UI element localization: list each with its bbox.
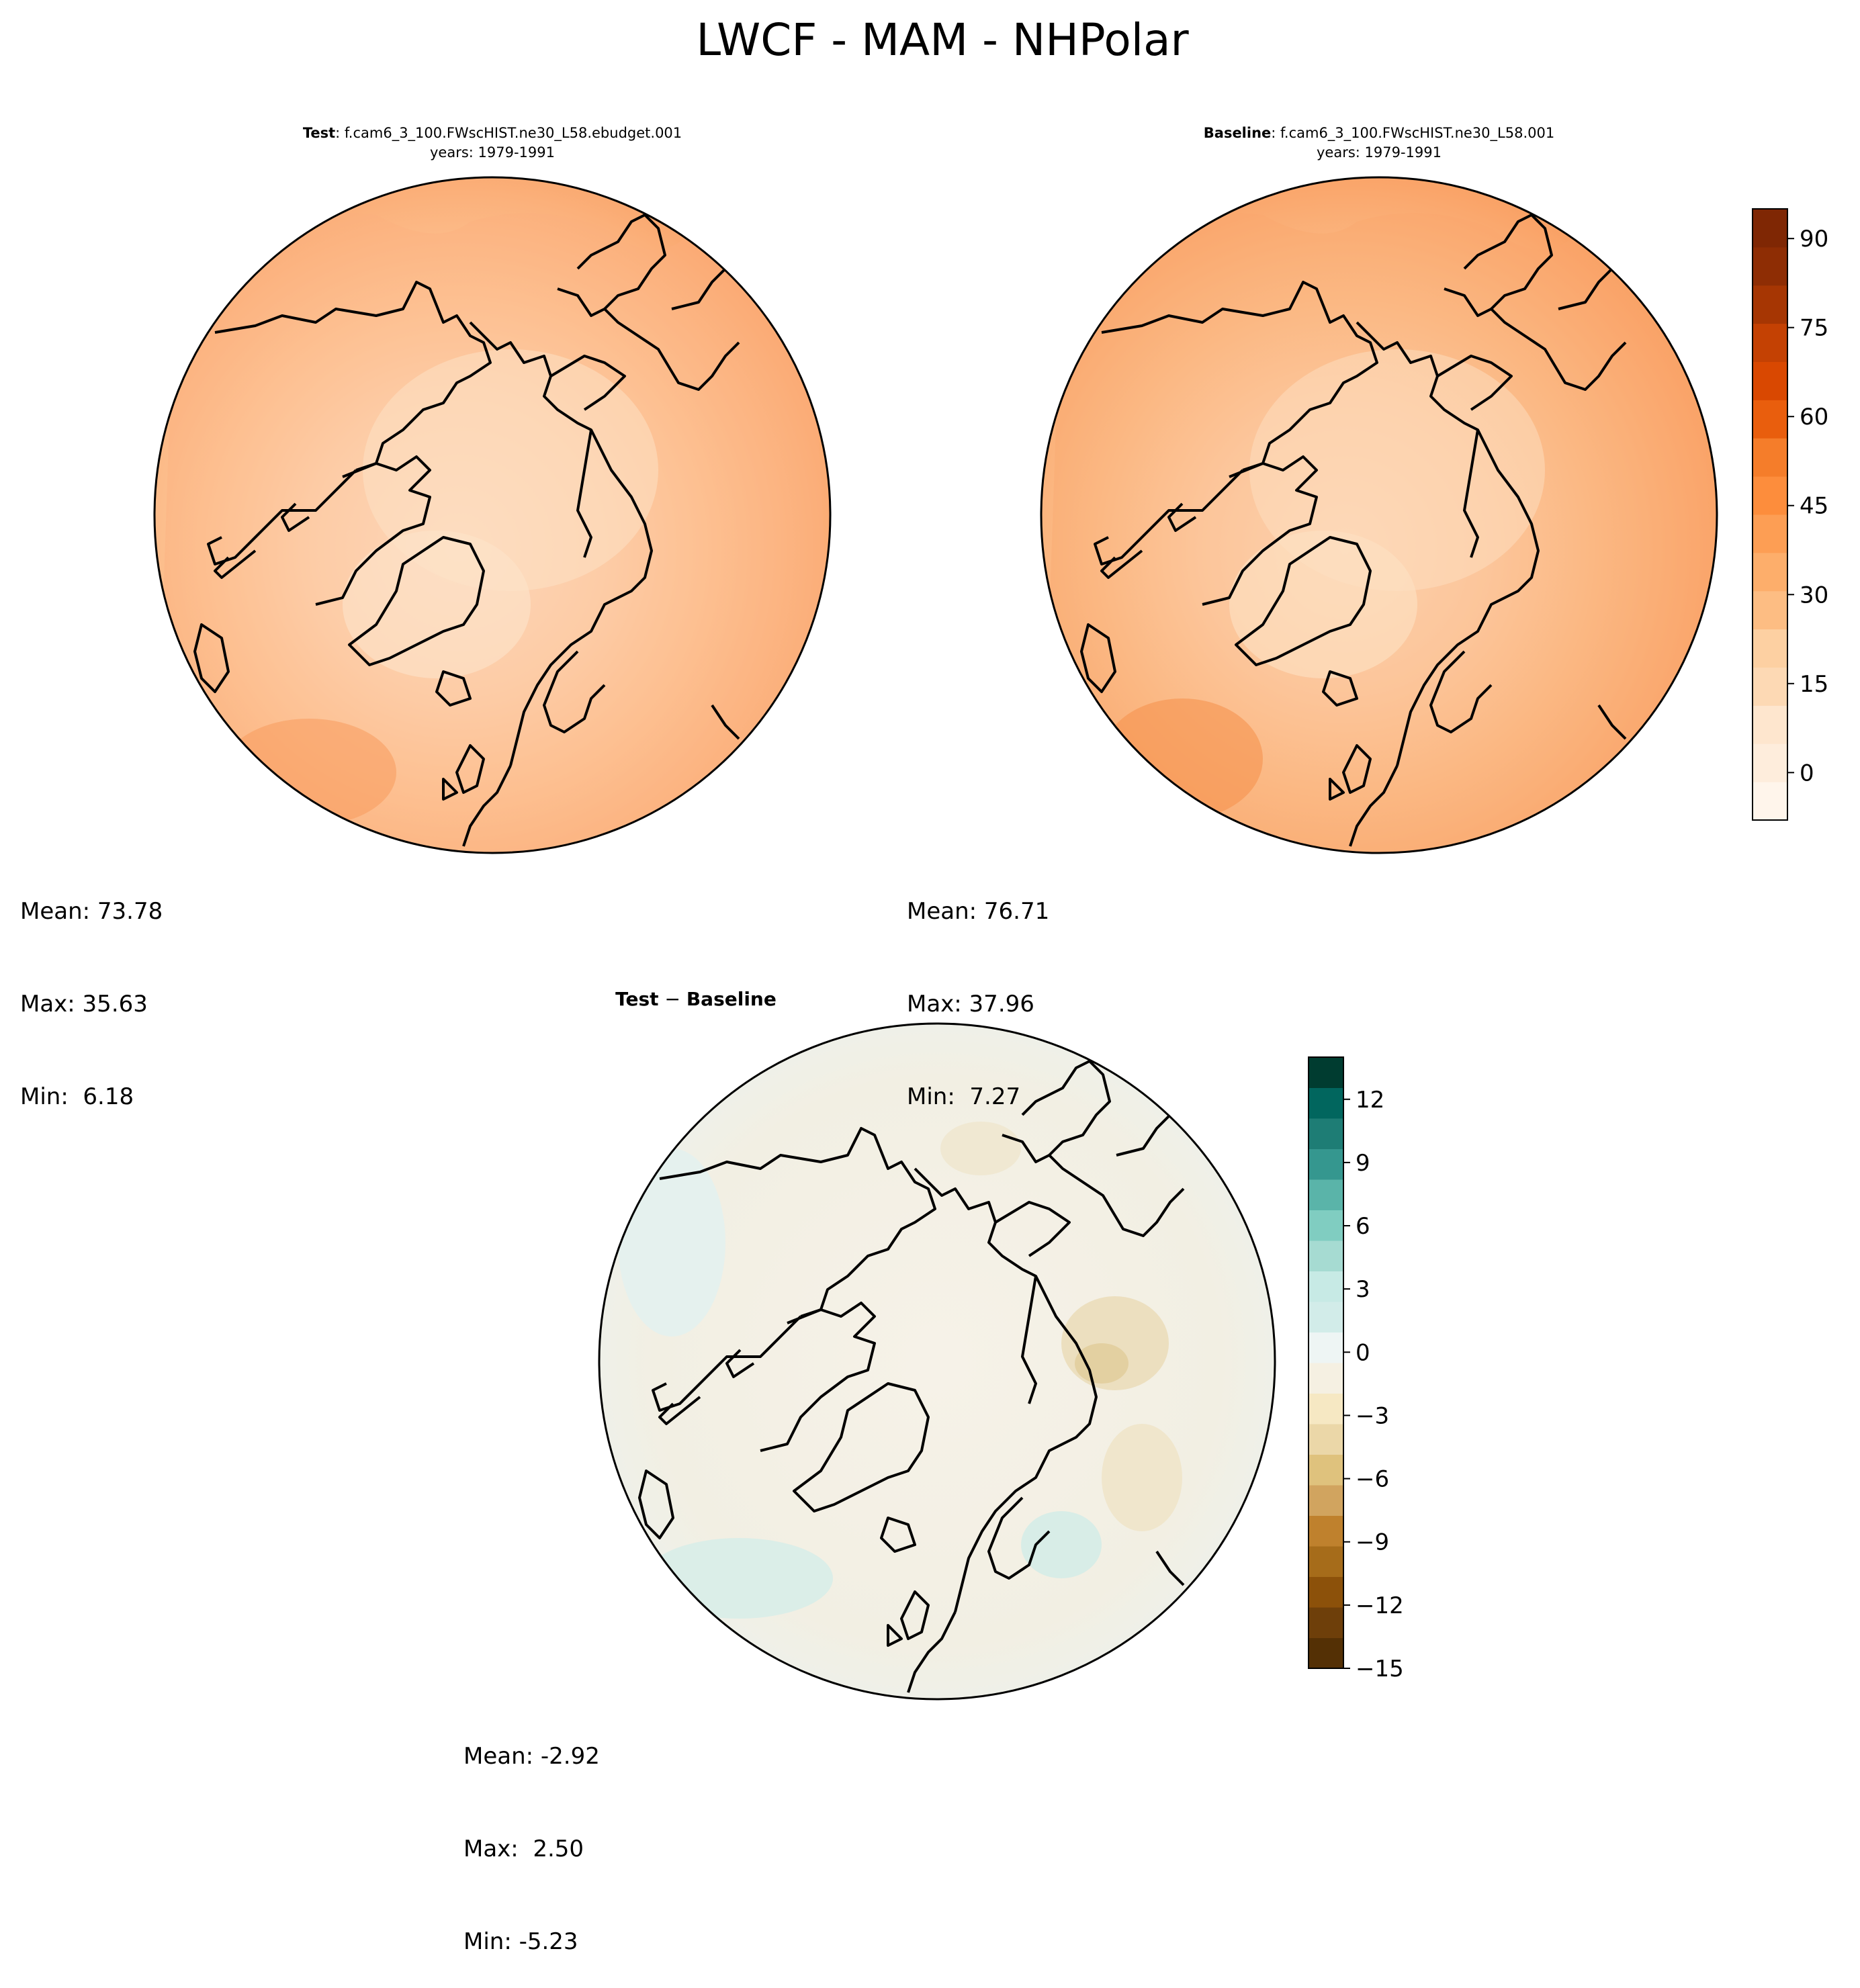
test-stat-mean: Mean: 73.78 [20,898,163,925]
baseline-map [1041,177,1717,853]
test-case: : f.cam6_3_100.FWscHIST.ne30_L58.ebudget… [335,125,682,142]
baseline-stats: Mean: 76.71 Max: 37.96 Min: 7.27 [907,834,1049,1143]
colorbar-diff-segment [1309,1210,1343,1241]
baseline-coastlines [1080,214,1666,847]
baseline-case: : f.cam6_3_100.FWscHIST.ne30_L58.001 [1271,125,1554,142]
diff-map [599,1024,1275,1699]
colorbar-top-segment [1753,514,1787,553]
diff-label-test: Test [615,988,658,1010]
colorbar-top-tick-label: 45 [1800,493,1828,520]
colorbar-diff-tick-label: −12 [1356,1592,1404,1619]
figure: LWCF - MAM - NHPolar Test: f.cam6_3_100.… [153,14,1828,1701]
baseline-stat-mean: Mean: 76.71 [907,898,1050,925]
diff-stat-max: Max: 2.50 [463,1836,584,1862]
colorbar-diff-tick-label: −9 [1356,1529,1389,1556]
test-map-boundary [153,176,832,854]
colorbar-diff-segment [1309,1302,1343,1332]
diff-stat-mean: Mean: -2.92 [463,1743,600,1770]
test-years: years: 1979-1991 [430,144,555,161]
baseline-panel: Baseline: f.cam6_3_100.FWscHIST.ne30_L58… [1040,125,1718,854]
test-map [154,177,830,853]
colorbar-diff-segment [1309,1240,1343,1271]
colorbar-diff-segment [1309,1637,1343,1669]
test-panel-title: Test: f.cam6_3_100.FWscHIST.ne30_L58.ebu… [303,125,682,142]
colorbar-top-segment [1753,323,1787,362]
diff-map-boundary [598,1022,1276,1701]
baseline-label: Baseline [1204,125,1272,141]
colorbar-top-segment [1753,667,1787,706]
test-panel: Test: f.cam6_3_100.FWscHIST.ne30_L58.ebu… [153,125,832,854]
colorbar-diff-tick-label: 3 [1356,1276,1370,1303]
colorbar-top-segment [1753,782,1787,821]
colorbar-diff-segment [1309,1179,1343,1210]
colorbar-diff-segment [1309,1546,1343,1577]
test-stat-max: Max: 35.63 [20,991,148,1018]
colorbar-top-tick-label: 0 [1800,760,1814,786]
colorbar-top-tick-label: 90 [1800,226,1828,253]
colorbar-diff-segment [1309,1087,1343,1119]
colorbar-diff-segment [1309,1271,1343,1302]
colorbar-diff-tick-label: −6 [1356,1466,1389,1493]
baseline-panel-title: Baseline: f.cam6_3_100.FWscHIST.ne30_L58… [1204,125,1554,142]
colorbar-top-segment [1753,552,1787,592]
colorbar-diff: 12 9 6 3 0 −3 −6 −9 −12 −15 [1308,1056,1404,1682]
colorbar-top-segment [1753,705,1787,744]
diff-panel-title: Test − Baseline [615,988,777,1010]
colorbar-top-segment [1753,743,1787,782]
colorbar-top-segment [1753,400,1787,439]
colorbar-top-segment [1753,285,1787,324]
colorbar-top-segment [1753,438,1787,477]
colorbar-top-tick-label: 30 [1800,582,1828,608]
baseline-map-boundary [1040,176,1718,854]
diff-stat-min: Min: -5.23 [463,1928,578,1955]
diff-label-sep: − [659,988,687,1010]
colorbar-top-frame [1752,208,1788,821]
colorbar-diff-tick-label: 9 [1356,1150,1370,1177]
test-stats: Mean: 73.78 Max: 35.63 Min: 6.18 [20,834,163,1143]
colorbar-diff-segment [1309,1393,1343,1425]
colorbar-diff-tick-label: 6 [1356,1213,1370,1240]
test-label: Test [303,125,335,141]
baseline-stat-max: Max: 37.96 [907,991,1034,1018]
baseline-stat-min: Min: 7.27 [907,1083,1021,1110]
colorbar-diff-segment [1309,1607,1343,1638]
colorbar-diff-segment [1309,1057,1343,1088]
test-coastlines [193,214,779,847]
colorbar-top-segment [1753,590,1787,630]
colorbar-top-segment [1753,209,1787,248]
colorbar-diff-segment [1309,1485,1343,1516]
colorbar-top-ticks: 90 75 60 45 30 15 0 [1787,226,1828,786]
colorbar-top-tick-label: 15 [1800,671,1828,698]
diff-panel: Test − Baseline [598,988,1276,1701]
colorbar-diff-tick-label: −15 [1356,1656,1404,1682]
colorbar-diff-segments [1309,1057,1343,1669]
colorbar-diff-segment [1309,1118,1343,1149]
colorbar-top-segments [1753,209,1787,821]
test-stat-min: Min: 6.18 [20,1083,134,1110]
colorbar-diff-segment [1309,1424,1343,1455]
baseline-years: years: 1979-1991 [1317,144,1442,161]
colorbar-top-segment [1753,361,1787,400]
figure-title: LWCF - MAM - NHPolar [696,14,1189,66]
colorbar-diff-frame [1308,1056,1344,1669]
colorbar-diff-segment [1309,1363,1343,1394]
colorbar-diff-segment [1309,1576,1343,1608]
colorbar-diff-segment [1309,1454,1343,1486]
colorbar-top-segment [1753,476,1787,515]
colorbar-top-segment [1753,629,1787,668]
colorbar-top-tick-label: 75 [1800,315,1828,342]
colorbar-diff-tick-label: 12 [1356,1087,1384,1114]
diff-stats: Mean: -2.92 Max: 2.50 Min: -5.23 [463,1679,600,1988]
colorbar-top: 90 75 60 45 30 15 0 [1752,208,1828,821]
colorbar-top-segment [1753,246,1787,286]
colorbar-diff-ticks: 12 9 6 3 0 −3 −6 −9 −12 −15 [1343,1087,1404,1682]
colorbar-diff-segment [1309,1332,1343,1363]
colorbar-diff-segment [1309,1148,1343,1180]
colorbar-top-tick-label: 60 [1800,404,1828,431]
colorbar-diff-segment [1309,1515,1343,1547]
diff-label-baseline: Baseline [687,988,777,1010]
colorbar-diff-tick-label: 0 [1356,1339,1370,1366]
colorbar-diff-tick-label: −3 [1356,1402,1389,1429]
